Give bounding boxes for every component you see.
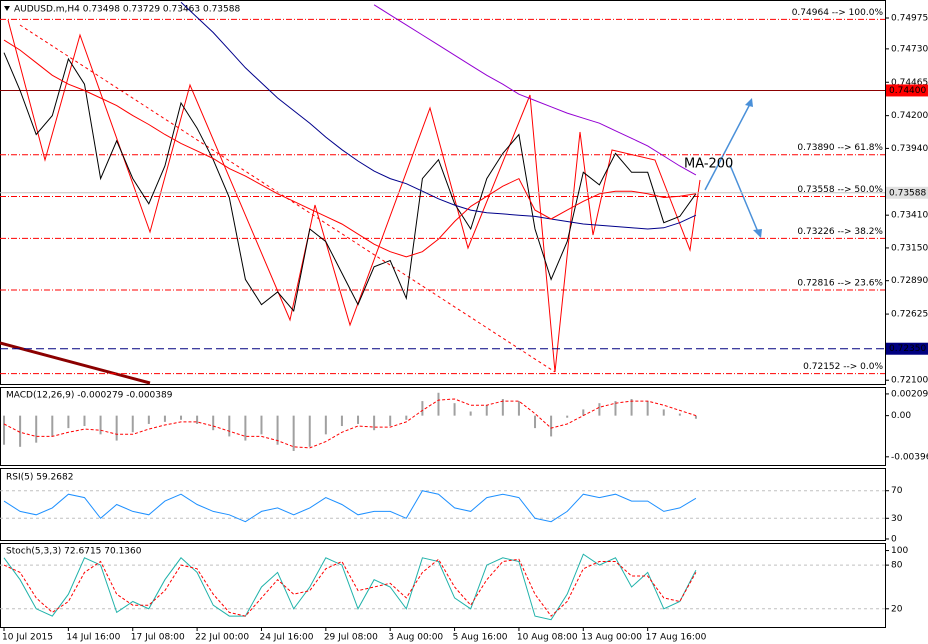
fib-label: 0.72152 --> 0.0%	[803, 362, 883, 372]
y-tick-label: 0.74200	[891, 111, 928, 121]
x-tick-label: 3 Aug 00:00	[388, 633, 443, 643]
y-tick-label: 0.74465	[891, 78, 928, 88]
x-tick-label: 22 Jul 00:00	[195, 633, 249, 643]
series-line	[3, 52, 697, 313]
y-tick-label: 20	[891, 604, 903, 614]
y-tick-label: 0.74730	[891, 44, 928, 54]
price-label: 0.73588	[889, 188, 926, 198]
series-line	[180, 1, 697, 230]
series-line	[3, 558, 697, 617]
panel-title: RSI(5) 59.2682	[6, 473, 73, 483]
series-line	[3, 39, 696, 258]
x-tick-label: 13 Aug 00:00	[581, 633, 642, 643]
price-label: 0.72350	[889, 344, 926, 354]
arrow	[704, 103, 751, 191]
x-tick-label: 14 Jul 16:00	[66, 633, 120, 643]
fib-label: 0.74964 --> 100.0%	[792, 8, 884, 18]
y-tick-label: 70	[891, 486, 903, 496]
chart-title: AUDUSD.m,H4 0.73498 0.73729 0.73463 0.73…	[14, 5, 240, 15]
rsi-frame	[0, 468, 886, 541]
fib-label: 0.73890 --> 61.8%	[797, 143, 883, 153]
arrow-head	[745, 98, 753, 107]
y-tick-label: 0.72625	[891, 310, 928, 320]
x-tick-label: 10 Aug 08:00	[517, 633, 578, 643]
macd-frame	[0, 387, 886, 466]
arrow-head	[753, 229, 762, 238]
series-line	[3, 398, 697, 449]
y-tick-label: 80	[891, 561, 903, 571]
price-box	[886, 186, 928, 199]
x-tick-label: 29 Jul 08:00	[324, 633, 378, 643]
x-tick-label: 17 Jul 08:00	[131, 633, 185, 643]
series-line	[373, 4, 697, 176]
y-tick-label: 0.73940	[891, 144, 928, 154]
series-line	[3, 553, 697, 621]
y-tick-label: 0.73150	[891, 243, 928, 253]
y-tick-label: 0	[891, 534, 897, 544]
y-tick-label: 30	[891, 514, 903, 524]
x-tick-label: 5 Aug 16:00	[453, 633, 508, 643]
series-line	[3, 490, 697, 523]
zigzag	[7, 19, 701, 373]
y-tick-label: -0.003963	[891, 452, 928, 462]
price-box	[886, 342, 928, 355]
y-tick-label: 100	[891, 546, 908, 556]
fib-label: 0.72816 --> 23.6%	[797, 279, 883, 289]
x-tick-label: 10 Jul 2015	[2, 633, 53, 643]
fib-label: 0.73558 --> 50.0%	[797, 185, 883, 195]
stoch-frame	[0, 543, 886, 628]
y-tick-label: 0.00	[891, 411, 911, 421]
y-tick-label: 0.72890	[891, 276, 928, 286]
x-tick-label: 17 Aug 16:00	[646, 633, 707, 643]
annotation: MA-200	[684, 157, 733, 172]
panel-title: Stoch(5,3,3) 72.6715 70.1360	[6, 547, 142, 557]
panel-title: MACD(12,26,9) -0.000279 -0.000389	[6, 391, 173, 401]
y-tick-label: 0.00209	[891, 389, 928, 399]
x-tick-label: 24 Jul 16:00	[259, 633, 313, 643]
y-tick-label: 0.72100	[891, 376, 928, 386]
symbol-marker	[4, 6, 10, 11]
y-tick-label: 0.74975	[891, 14, 928, 24]
trend-line	[0, 341, 151, 385]
y-tick-label: 0.73410	[891, 211, 928, 221]
price-label: 0.74400	[889, 86, 926, 96]
fib-label: 0.73226 --> 38.2%	[797, 227, 883, 237]
arrow	[729, 164, 759, 233]
price-box	[886, 84, 928, 97]
